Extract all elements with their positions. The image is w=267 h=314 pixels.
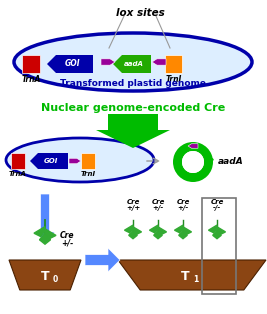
Text: TrnI: TrnI	[80, 171, 96, 177]
Wedge shape	[173, 142, 213, 182]
Text: Cre: Cre	[176, 199, 190, 205]
Text: -/-: -/-	[213, 205, 221, 211]
Polygon shape	[183, 227, 191, 235]
Text: TrnA: TrnA	[9, 171, 27, 177]
Text: T: T	[181, 270, 189, 284]
Text: Transformed plastid genome: Transformed plastid genome	[60, 78, 206, 88]
Text: GOI: GOI	[65, 59, 80, 68]
Polygon shape	[152, 59, 166, 65]
Text: aadA: aadA	[124, 61, 144, 67]
Text: +/-: +/-	[61, 238, 73, 247]
Text: TrnI: TrnI	[166, 75, 182, 84]
Text: Cre: Cre	[151, 199, 165, 205]
Polygon shape	[150, 225, 158, 233]
Text: 0: 0	[53, 274, 58, 284]
Text: aadA: aadA	[218, 158, 244, 166]
Circle shape	[182, 151, 204, 173]
Polygon shape	[9, 260, 81, 290]
Polygon shape	[154, 230, 162, 239]
FancyBboxPatch shape	[11, 153, 25, 169]
Polygon shape	[217, 227, 226, 235]
Polygon shape	[213, 230, 221, 239]
Text: TrnA: TrnA	[21, 75, 41, 84]
Text: +/-: +/-	[152, 205, 164, 211]
Polygon shape	[129, 230, 137, 239]
Polygon shape	[133, 227, 142, 235]
Text: lox sites: lox sites	[116, 8, 164, 18]
Polygon shape	[188, 144, 198, 148]
Polygon shape	[35, 194, 55, 242]
Polygon shape	[158, 227, 167, 235]
Polygon shape	[30, 153, 68, 169]
Text: Cre: Cre	[60, 231, 74, 240]
Polygon shape	[40, 233, 50, 244]
FancyBboxPatch shape	[165, 55, 182, 73]
Text: GOI: GOI	[44, 158, 58, 164]
Text: Cre: Cre	[126, 199, 140, 205]
Polygon shape	[209, 225, 217, 233]
Polygon shape	[175, 225, 183, 233]
Text: T: T	[41, 270, 49, 284]
Polygon shape	[96, 114, 170, 148]
Text: 1: 1	[193, 274, 198, 284]
Polygon shape	[69, 158, 81, 164]
Polygon shape	[85, 248, 120, 272]
Text: +/-: +/-	[177, 205, 189, 211]
Polygon shape	[179, 230, 187, 239]
Polygon shape	[34, 227, 45, 236]
Text: +/+: +/+	[126, 205, 140, 211]
Polygon shape	[47, 55, 93, 73]
Ellipse shape	[6, 138, 154, 182]
Polygon shape	[118, 260, 266, 290]
Polygon shape	[124, 225, 133, 233]
FancyBboxPatch shape	[22, 55, 40, 73]
FancyBboxPatch shape	[81, 153, 95, 169]
Ellipse shape	[14, 33, 252, 91]
Polygon shape	[113, 55, 151, 73]
Text: Cre: Cre	[210, 199, 224, 205]
Text: Nuclear genome-encoded Cre: Nuclear genome-encoded Cre	[41, 103, 225, 113]
Polygon shape	[45, 229, 56, 239]
Polygon shape	[101, 59, 115, 65]
